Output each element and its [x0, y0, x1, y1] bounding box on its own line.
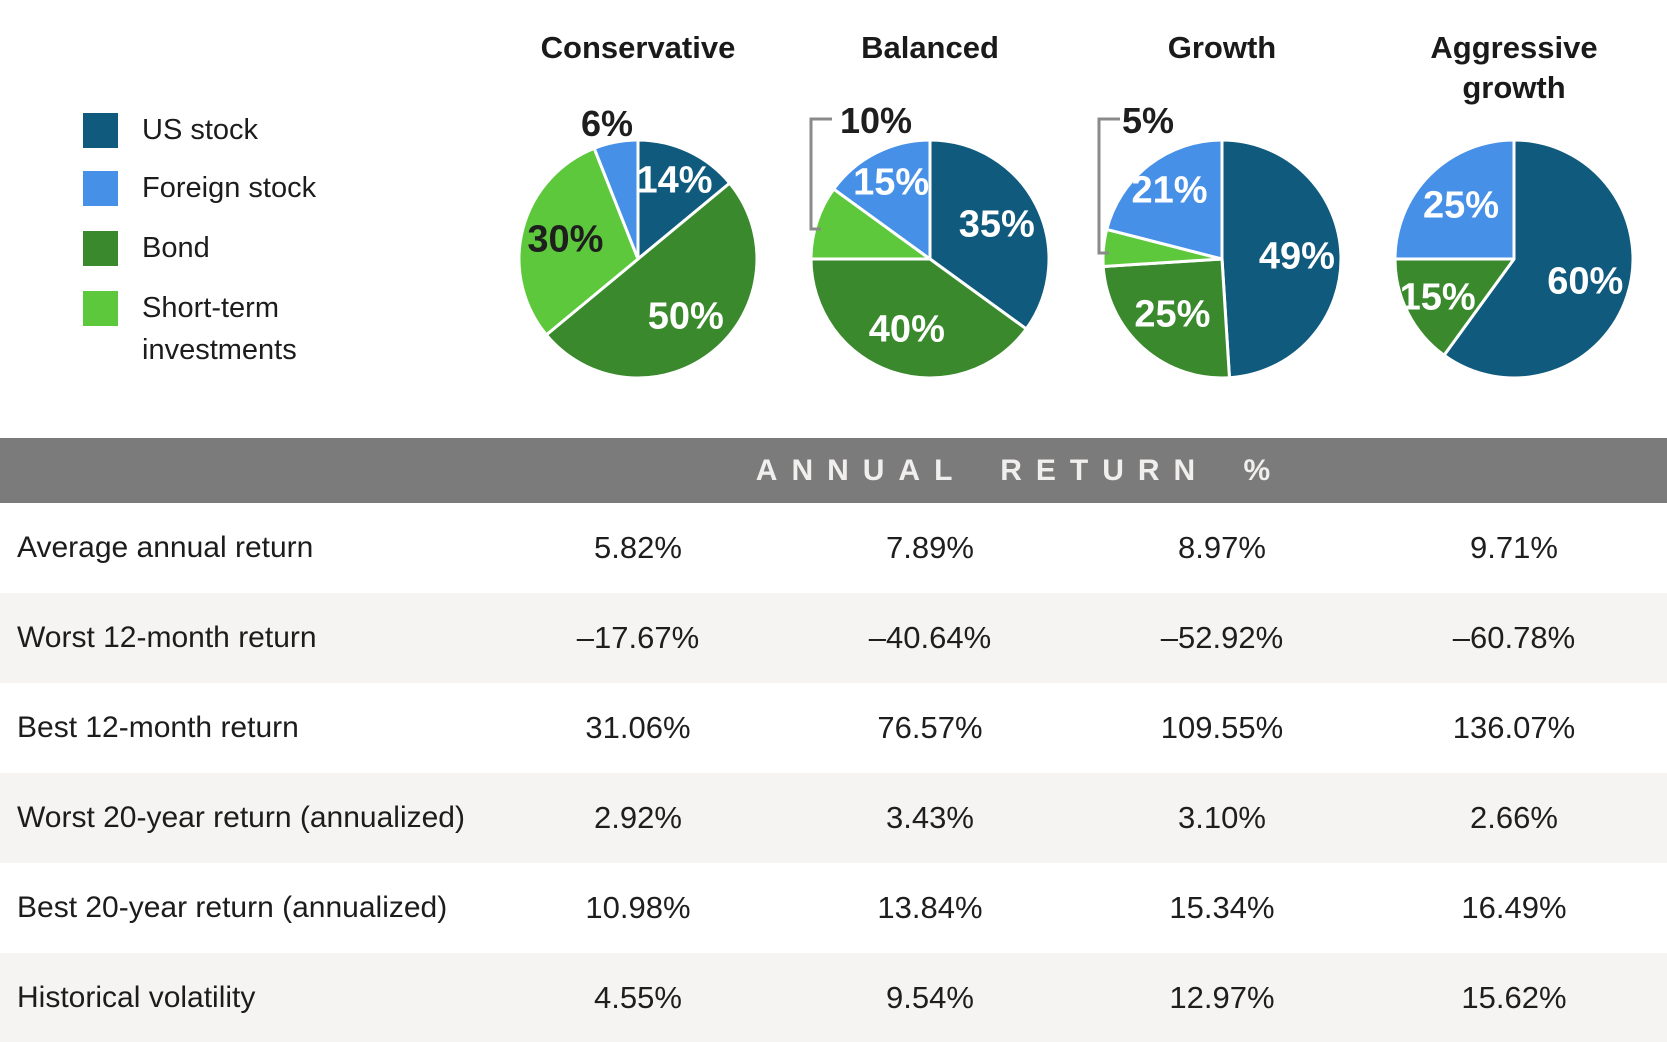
- portfolio-title: Aggressive growth: [1430, 30, 1598, 105]
- cell-value: 4.55%: [594, 980, 682, 1015]
- cell-value: 2.92%: [594, 800, 682, 835]
- legend-item-label: Bond: [142, 232, 210, 264]
- pie-slice-bond: [1101, 257, 1231, 380]
- table-row: Average annual return 5.82% 7.89% 8.97% 9.71…: [0, 503, 1667, 593]
- pie-slice-label: 21%: [1131, 169, 1208, 212]
- legend-item-label: Short-term investments: [142, 292, 297, 366]
- cell-value: 7.89%: [886, 530, 974, 565]
- pie-slice-us-stock: [636, 138, 732, 261]
- cell-value: 13.84%: [877, 890, 983, 925]
- legend-swatch: [83, 113, 118, 148]
- pie-slice-foreign-stock: [832, 138, 932, 261]
- cell-value: 109.55%: [1160, 710, 1284, 745]
- table-row: Historical volatility 4.55% 9.54% 12.97% 15.…: [0, 953, 1667, 1042]
- pie-slice-us-stock: [928, 138, 1051, 331]
- table-row: Best 12-month return 31.06% 76.57% 109.55% 1…: [0, 683, 1667, 773]
- pie-slice-foreign-stock: [1393, 138, 1516, 261]
- pie-slice-foreign-stock: [592, 138, 640, 261]
- cell-value: 16.49%: [1461, 890, 1567, 925]
- cell-value: –60.78%: [1452, 620, 1576, 655]
- row-label: Best 20-year return (annualized): [17, 891, 448, 924]
- callout-bracket: [809, 117, 832, 231]
- pie-slice-label: 15%: [1399, 276, 1476, 319]
- legend-item: Bond: [83, 231, 352, 269]
- cell-value: 15.62%: [1461, 980, 1567, 1015]
- pie-slice-label: 25%: [1422, 184, 1500, 227]
- pie-slice-bond: [809, 257, 1028, 380]
- callout-bracket: [1097, 117, 1120, 255]
- cell-value: 15.34%: [1169, 890, 1275, 925]
- cell-value: 3.10%: [1178, 800, 1266, 835]
- row-label: Best 12-month return: [17, 711, 299, 744]
- table-row: Best 20-year return (annualized) 10.98% 13…: [0, 863, 1667, 953]
- table-header-title: ANNUAL RETURN %: [755, 453, 1285, 487]
- pie-slice-label: 40%: [868, 308, 945, 351]
- legend-swatch: [83, 291, 118, 326]
- table-row: Worst 20-year return (annualized) 2.92% 3.…: [0, 773, 1667, 863]
- portfolio-title: Conservative: [540, 30, 736, 65]
- portfolio-title: Balanced: [861, 30, 999, 65]
- pie-slice-label: 35%: [958, 203, 1035, 246]
- pie-slice-label: 6%: [580, 103, 634, 144]
- pie-slice-label: 49%: [1258, 235, 1335, 278]
- pie-slice-label: 50%: [647, 295, 724, 338]
- table-header-band: ANNUAL RETURN %: [0, 438, 1667, 503]
- row-label: Worst 12-month return: [17, 621, 317, 654]
- cell-value: 9.71%: [1470, 530, 1558, 565]
- legend-item-label: Foreign stock: [142, 172, 317, 204]
- cell-value: 31.06%: [585, 710, 691, 745]
- legend-swatch: [83, 171, 118, 206]
- row-label: Average annual return: [17, 531, 314, 564]
- row-label: Historical volatility: [17, 981, 256, 1014]
- cell-value: –17.67%: [576, 620, 700, 655]
- pie-slice-foreign-stock: [1105, 138, 1224, 261]
- cell-value: 76.57%: [877, 710, 983, 745]
- pie-slice-label: 60%: [1547, 260, 1624, 303]
- cell-value: 3.43%: [886, 800, 974, 835]
- pie-slice-us-stock: [1220, 138, 1343, 380]
- pie-slice-label: 30%: [527, 218, 604, 261]
- pie-slice-label: 10%: [839, 100, 913, 141]
- pie-slice-bond: [544, 181, 759, 380]
- cell-value: 9.54%: [886, 980, 974, 1015]
- pie-slice-short-term-investments: [517, 146, 640, 337]
- row-label: Worst 20-year return (annualized): [17, 801, 465, 834]
- cell-value: –52.92%: [1160, 620, 1284, 655]
- legend-item: US stock: [83, 113, 352, 151]
- cell-value: 12.97%: [1169, 980, 1275, 1015]
- cell-value: 8.97%: [1178, 530, 1266, 565]
- pie-slice-bond: [1393, 257, 1516, 357]
- legend-item-label: US stock: [142, 114, 259, 146]
- legend-item: Foreign stock: [83, 171, 352, 209]
- pie-slice-label: 25%: [1134, 293, 1211, 336]
- table-row: Worst 12-month return –17.67% –40.64% –52.9…: [0, 593, 1667, 683]
- cell-value: 2.66%: [1470, 800, 1558, 835]
- cell-value: 136.07%: [1452, 710, 1576, 745]
- cell-value: –40.64%: [868, 620, 992, 655]
- pie-slice-label: 5%: [1121, 100, 1175, 141]
- legend-swatch: [83, 231, 118, 266]
- portfolio-title: Growth: [1167, 30, 1277, 65]
- pie-slice-us-stock: [1442, 138, 1635, 380]
- pie-slice-label: 14%: [636, 159, 713, 202]
- cell-value: 10.98%: [585, 890, 691, 925]
- legend-item: Short-term investments: [83, 291, 352, 371]
- pie-slice-label: 15%: [853, 161, 930, 204]
- cell-value: 5.82%: [594, 530, 682, 565]
